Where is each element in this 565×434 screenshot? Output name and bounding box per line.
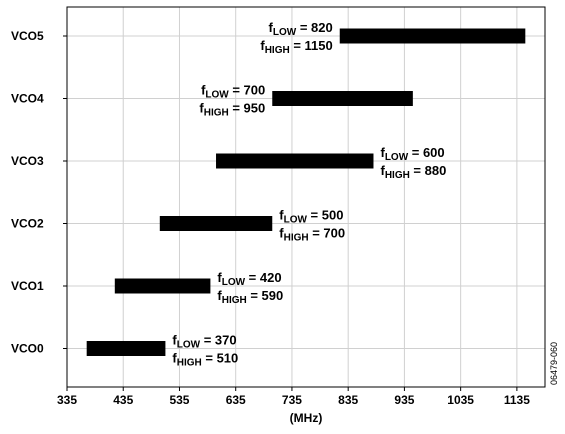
category-label: VCO0 [11,342,44,356]
grid [66,7,545,387]
x-tick-label: 735 [282,393,302,407]
range-bar-vco3 [216,153,374,169]
x-tick-label: 435 [113,393,133,407]
x-tick-labels: 335 435 535 635 735 835 935 1035 1135 [57,387,530,407]
category-label: VCO1 [11,279,44,293]
category-label: VCO2 [11,217,44,231]
annotation-f-high: fHIGH = 700 [279,226,345,244]
annotation-f-low: fLOW = 420 [217,270,281,288]
range-bar-vco5 [339,28,526,44]
range-bar-vco4 [272,91,413,106]
plot-frame [66,6,546,388]
range-bar-vco2 [159,216,273,231]
range-bar-vco1 [114,278,211,294]
x-axis-label: (MHz) [290,411,323,425]
annotation-f-high: fHIGH = 590 [217,288,283,306]
category-label: VCO3 [11,154,44,168]
annotation-f-low: fLOW = 370 [172,333,236,351]
category-label: VCO5 [11,29,44,43]
annotation-f-high: fHIGH = 880 [380,163,446,181]
x-tick-label: 335 [57,393,77,407]
category-label: VCO4 [11,92,44,106]
annotation-f-high: fHIGH = 1150 [260,38,332,56]
annotation-f-low: fLOW = 700 [201,83,265,101]
x-tick-label: 1135 [504,393,530,407]
annotation-f-low: fLOW = 600 [380,145,444,163]
x-tick-label: 1035 [447,393,474,407]
x-tick-label: 535 [169,393,189,407]
x-tick-label: 935 [394,393,414,407]
bars [86,28,526,356]
x-tick-label: 635 [226,393,246,407]
annotation-f-high: fHIGH = 950 [199,101,265,119]
annotation-f-high: fHIGH = 510 [172,351,238,369]
annotation-f-low: fLOW = 820 [269,20,333,38]
range-bar-vco0 [86,341,166,356]
annotation-f-low: fLOW = 500 [279,208,343,226]
figure-id: 06479-060 [549,342,559,385]
category-labels: VCO0 VCO1 VCO2 VCO3 VCO4 VCO5 [11,29,67,356]
x-tick-label: 835 [338,393,358,407]
